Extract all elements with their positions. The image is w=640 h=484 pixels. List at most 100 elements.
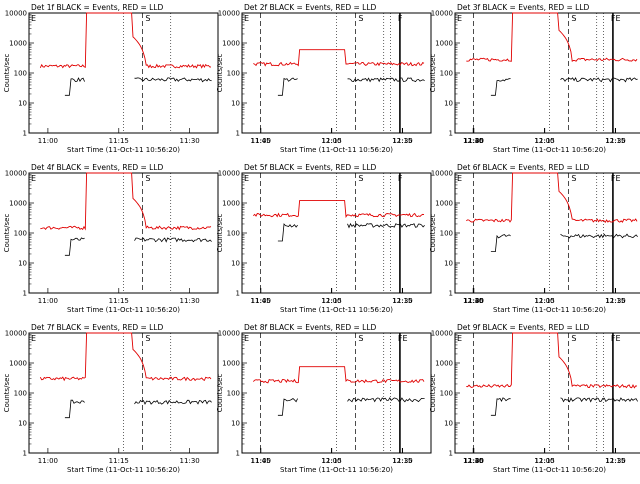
x-tick-label: 11:45	[463, 457, 483, 465]
y-tick-label: 1000	[222, 200, 240, 208]
y-tick-label: 10000	[431, 330, 453, 338]
series-lld-red	[466, 332, 638, 389]
x-tick-label: 11:15	[322, 137, 342, 145]
x-tick-label: 12:00	[321, 457, 341, 465]
y-tick-label: 1000	[222, 360, 240, 368]
panel-title: Det 6f BLACK = Events, RED = LLD	[457, 163, 590, 172]
panel-9: Det 9f BLACK = Events, RED = LLD 1 10 100 10…	[429, 323, 640, 474]
y-axis-label: Counts/sec	[216, 374, 224, 413]
y-tick-label: 10	[18, 100, 27, 108]
x-axis-label: Start Time (11-Oct-11 10:56:20)	[67, 306, 180, 314]
y-tick-label: 1	[236, 130, 240, 138]
y-axis-label: Counts/sec	[216, 54, 224, 93]
y-tick-label: 1	[236, 450, 240, 458]
series-events-black	[64, 77, 212, 96]
series-lld-red	[39, 12, 212, 69]
event-label-s: S	[145, 334, 150, 343]
y-tick-label: 1000	[435, 200, 453, 208]
panel-title: Det 7f BLACK = Events, RED = LLD	[31, 323, 164, 332]
x-tick-label: 12:00	[534, 297, 554, 305]
x-tick-label: 11:00	[38, 297, 58, 305]
event-label-e: E	[31, 334, 36, 343]
y-axis-label: Counts/sec	[3, 54, 11, 93]
x-tick-label: 11:00	[464, 297, 484, 305]
event-label-s: S	[358, 334, 363, 343]
series-events-black	[64, 399, 212, 419]
x-axis-label: Start Time (11-Oct-11 10:56:20)	[493, 306, 606, 314]
y-tick-label: 1	[23, 450, 27, 458]
y-tick-label: 10000	[218, 10, 240, 18]
y-tick-label: 1	[236, 290, 240, 298]
y-tick-label: 100	[227, 230, 240, 238]
x-tick-label: 11:15	[109, 297, 129, 305]
y-axis-label: Counts/sec	[429, 54, 437, 93]
series-events-black	[277, 222, 425, 242]
x-tick-label: 11:15	[109, 457, 129, 465]
x-tick-label: 11:45	[463, 137, 483, 145]
y-tick-label: 100	[14, 70, 27, 78]
x-tick-label: 12:00	[321, 137, 341, 145]
x-tick-label: 11:15	[535, 457, 555, 465]
series-events-black	[490, 76, 638, 96]
y-axis-label: Counts/sec	[429, 214, 437, 253]
x-tick-label: 11:30	[180, 297, 200, 305]
y-axis-label: Counts/sec	[3, 374, 11, 413]
panel-4: Det 4f BLACK = Events, RED = LLD 1 10 100 10…	[3, 163, 483, 314]
x-tick-label: 12:15	[605, 137, 625, 145]
event-label-e: E	[244, 334, 249, 343]
y-tick-label: 1	[449, 450, 453, 458]
x-axis-label: Start Time (11-Oct-11 10:56:20)	[67, 466, 180, 474]
event-label-e: E	[31, 14, 36, 23]
x-tick-label: 12:00	[534, 137, 554, 145]
x-tick-label: 12:15	[605, 457, 625, 465]
y-tick-label: 10000	[431, 10, 453, 18]
x-tick-label: 11:00	[464, 137, 484, 145]
x-tick-label: 12:00	[321, 297, 341, 305]
panel-1: Det 1f BLACK = Events, RED = LLD 1 10 100 10…	[3, 3, 483, 154]
y-tick-label: 10000	[5, 170, 27, 178]
event-label-e: E	[244, 14, 249, 23]
y-tick-label: 10	[231, 420, 240, 428]
x-tick-label: 11:15	[109, 137, 129, 145]
x-tick-label: 11:30	[606, 297, 626, 305]
x-tick-label: 11:00	[464, 457, 484, 465]
event-label-fe: FE	[398, 334, 408, 343]
x-tick-label: 11:00	[38, 457, 58, 465]
series-lld-red	[252, 366, 425, 384]
x-axis-label: Start Time (11-Oct-11 10:56:20)	[493, 466, 606, 474]
panel-title: Det 8f BLACK = Events, RED = LLD	[244, 323, 377, 332]
x-tick-label: 11:30	[606, 137, 626, 145]
y-tick-label: 10000	[431, 170, 453, 178]
x-tick-label: 11:45	[250, 457, 270, 465]
y-tick-label: 10	[444, 100, 453, 108]
x-tick-label: 12:15	[392, 137, 412, 145]
x-tick-label: 12:00	[534, 457, 554, 465]
x-tick-label: 12:30	[463, 137, 483, 145]
panel-title: Det 3f BLACK = Events, RED = LLD	[457, 3, 590, 12]
event-label-f: F	[398, 174, 403, 183]
y-tick-label: 10000	[218, 170, 240, 178]
x-axis-label: Start Time (11-Oct-11 10:56:20)	[280, 306, 393, 314]
y-tick-label: 100	[14, 230, 27, 238]
panel-title: Det 1f BLACK = Events, RED = LLD	[31, 3, 164, 12]
y-tick-label: 10000	[5, 10, 27, 18]
event-label-e: E	[31, 174, 36, 183]
panel-6: Det 6f BLACK = Events, RED = LLD 1 10 100 10…	[429, 163, 640, 314]
series-lld-red	[252, 200, 425, 218]
event-label-fe: FE	[611, 334, 621, 343]
x-tick-label: 11:30	[393, 457, 413, 465]
panel-title: Det 4f BLACK = Events, RED = LLD	[31, 163, 164, 172]
y-tick-label: 1	[449, 290, 453, 298]
event-label-s: S	[358, 14, 363, 23]
series-lld-red	[40, 172, 212, 231]
x-axis-label: Start Time (11-Oct-11 10:56:20)	[280, 466, 393, 474]
x-tick-label: 11:45	[463, 297, 483, 305]
y-tick-label: 10	[444, 420, 453, 428]
series-events-black	[277, 77, 425, 96]
x-axis-label: Start Time (11-Oct-11 10:56:20)	[67, 146, 180, 154]
panel-title: Det 2f BLACK = Events, RED = LLD	[244, 3, 377, 12]
y-tick-label: 1	[449, 130, 453, 138]
x-tick-label: 11:30	[180, 137, 200, 145]
